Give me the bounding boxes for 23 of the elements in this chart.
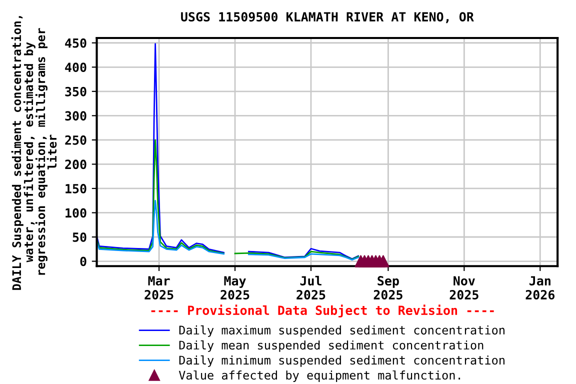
- y-tick-label: 450: [65, 38, 86, 48]
- legend-label: Value affected by equipment malfunction.: [178, 370, 460, 382]
- x-tick-label: Sep 2025: [374, 276, 402, 300]
- x-tick-label: May 2025: [220, 276, 250, 300]
- y-tick-label: 400: [65, 62, 86, 72]
- text: ---- Provisional Data Subject to Revision ----: [151, 304, 494, 318]
- x-tick-label: Nov 2025: [450, 276, 478, 300]
- y-tick-label: 50: [72, 232, 86, 242]
- y-tick-label: 100: [66, 208, 86, 218]
- y-axis-title: DAILY Suspended sediment concentration, water, unfiltered, estimated by regression equation, milligrams per liter: [11, 16, 57, 290]
- legend-label: Daily minimum suspended sediment concentration: [179, 355, 504, 367]
- x-tick-label: Jul 2025: [296, 276, 326, 300]
- chart-title: USGS 11509500 KLAMATH RIVER AT KENO, OR: [181, 12, 474, 24]
- legend-label: Daily maximum suspended sediment concentration: [179, 325, 504, 337]
- y-tick-label: 0: [80, 256, 86, 266]
- x-tick-label: Jan 2026: [526, 276, 555, 300]
- y-tick-label: 250: [65, 135, 86, 145]
- y-tick-label: 150: [66, 184, 86, 194]
- legend-label: Daily mean suspended sediment concentration: [179, 340, 484, 352]
- x-tick-label: Mar 2025: [144, 276, 174, 300]
- y-tick-label: 300: [65, 111, 86, 121]
- y-tick-label: 350: [65, 86, 86, 96]
- y-tick-label: 200: [65, 160, 86, 170]
